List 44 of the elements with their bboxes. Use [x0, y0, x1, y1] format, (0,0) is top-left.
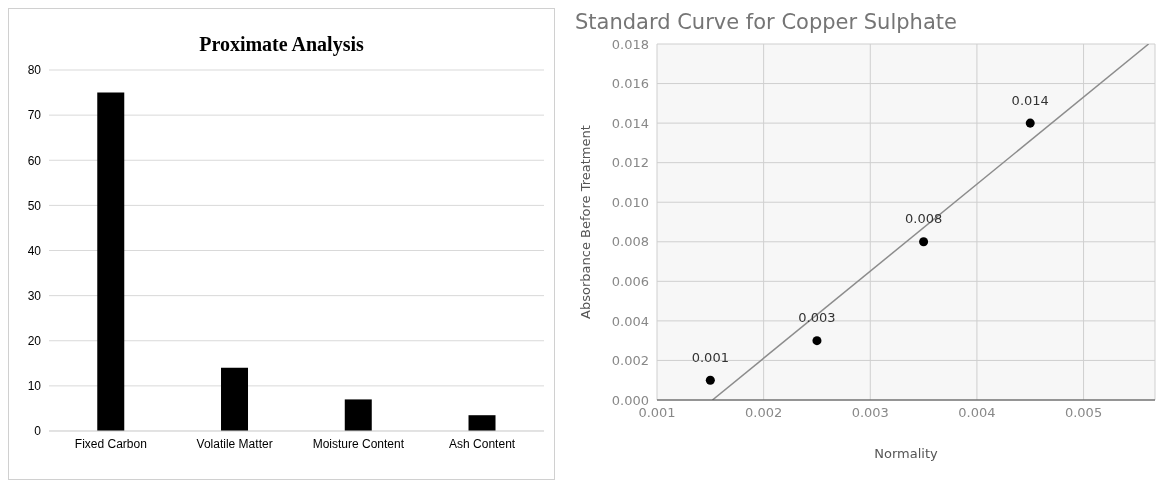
y-tick-label: 20	[27, 334, 42, 349]
data-label: 0.003	[798, 310, 836, 326]
y-tick-label: 60	[27, 153, 42, 168]
point	[919, 237, 929, 247]
x-tick-label: Volatile Matter	[196, 436, 273, 451]
y-tick-label: 0.000	[611, 392, 649, 408]
y-tick-label: 70	[27, 108, 42, 123]
point	[705, 375, 715, 385]
x-tick-label: 0.005	[1064, 405, 1103, 421]
data-label: 0.014	[1011, 92, 1049, 108]
y-tick-label: 40	[27, 243, 42, 258]
y-tick-label: 80	[27, 63, 42, 78]
point	[1025, 118, 1035, 128]
chart-title: Standard Curve for Copper Sulphate	[575, 10, 958, 34]
x-tick-label: Moisture Content	[312, 436, 405, 451]
y-tick-label: 0.006	[611, 273, 649, 289]
bar	[221, 367, 249, 431]
y-tick-label: 0.018	[611, 36, 649, 52]
y-tick-label: 0.004	[611, 313, 649, 329]
data-label: 0.001	[691, 349, 729, 365]
y-tick-label: 0.016	[611, 76, 649, 92]
y-tick-label: 50	[27, 198, 42, 213]
y-axis-title: Absorbance Before Treatment	[577, 125, 593, 319]
bar	[468, 415, 496, 431]
x-tick-label: 0.004	[958, 405, 996, 421]
y-tick-label: 30	[27, 288, 42, 303]
chart-title: Proximate Analysis	[198, 33, 365, 56]
y-tick-label: 0.008	[611, 234, 649, 250]
y-tick-label: 0.002	[611, 353, 649, 369]
x-tick-label: 0.003	[851, 405, 889, 421]
point	[812, 336, 822, 346]
x-tick-label: Fixed Carbon	[74, 436, 147, 451]
x-tick-label: Ash Content	[449, 436, 516, 451]
x-axis-title: Normality	[874, 446, 939, 461]
y-tick-label: 0.012	[611, 155, 649, 171]
x-tick-label: 0.002	[745, 405, 783, 421]
y-tick-label: 10	[27, 379, 42, 394]
y-tick-label: 0.010	[611, 194, 649, 210]
data-label: 0.008	[904, 211, 943, 227]
bar	[344, 399, 372, 431]
bar	[97, 92, 125, 431]
y-tick-label: 0	[34, 424, 42, 439]
x-tick-label: 0.001	[638, 405, 676, 421]
y-tick-label: 0.014	[611, 115, 649, 131]
